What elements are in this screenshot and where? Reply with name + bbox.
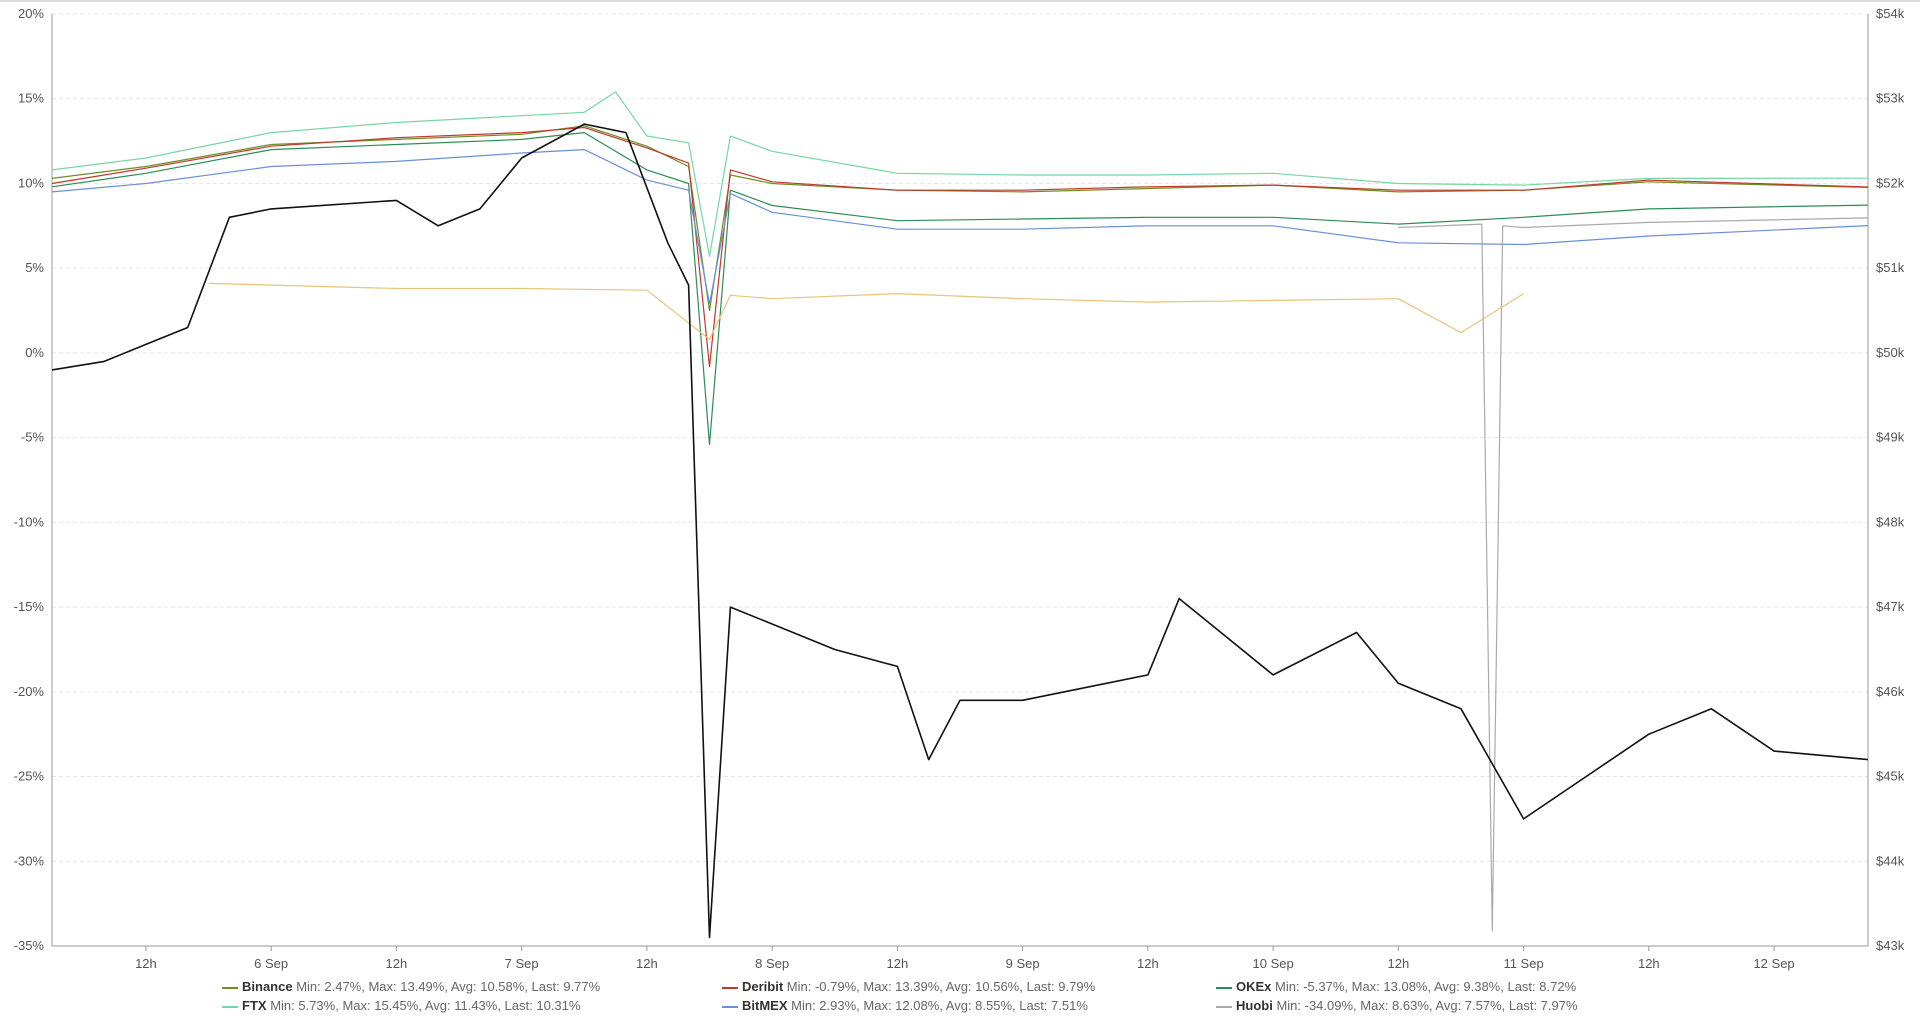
legend-swatch (722, 1005, 738, 1008)
x-tick-label: 11 Sep (1503, 956, 1543, 971)
legend-swatch (722, 986, 738, 989)
legend-stats: Min: 5.73%, Max: 15.45%, Avg: 11.43%, La… (270, 998, 581, 1013)
x-tick-label: 7 Sep (505, 956, 539, 971)
legend-stats: Min: -34.09%, Max: 8.63%, Avg: 7.57%, La… (1276, 998, 1578, 1013)
legend-stats: Min: 2.93%, Max: 12.08%, Avg: 8.55%, Las… (791, 998, 1088, 1013)
legend-name: Huobi (1236, 998, 1273, 1013)
y-right-tick-label: $50k (1876, 345, 1905, 360)
legend-item-ftx[interactable]: FTX Min: 5.73%, Max: 15.45%, Avg: 11.43%… (222, 997, 580, 1015)
axis-labels: 20% 15% 10% 5% 0% -5% -10% -15% -20% -25% -30% -35%… (14, 6, 1905, 971)
series-line-deribit (51, 126, 1869, 368)
legend-name: BitMEX (742, 998, 788, 1013)
x-tick-label: 12h (1137, 956, 1159, 971)
legend-swatch (222, 986, 238, 989)
legend-name: Binance (242, 979, 293, 994)
y-left-tick-label: 10% (18, 175, 44, 190)
y-left-tick-label: 15% (18, 91, 44, 106)
x-tick-label: 12h (1387, 956, 1409, 971)
x-tick-label: 12h (636, 956, 658, 971)
y-right-tick-label: $48k (1876, 514, 1905, 529)
legend-name: Deribit (742, 979, 784, 994)
legend-name: FTX (242, 998, 267, 1013)
series-line-bitmex (51, 149, 1869, 305)
y-left-tick-label: -20% (14, 684, 45, 699)
legend: Binance Min: 2.47%, Max: 13.49%, Avg: 10… (0, 978, 1920, 1018)
legend-swatch (222, 1005, 238, 1008)
x-tick-label: 12h (386, 956, 408, 971)
legend-swatch (1216, 1005, 1232, 1008)
y-left-tick-label: -35% (14, 938, 45, 953)
series-line-6 (208, 282, 1524, 340)
series-line-huobi (1398, 217, 1869, 932)
x-tick-label: 12h (887, 956, 909, 971)
y-left-tick-label: -25% (14, 769, 45, 784)
y-left-tick-label: -15% (14, 599, 45, 614)
legend-stats: Min: -0.79%, Max: 13.39%, Avg: 10.56%, L… (786, 979, 1096, 994)
y-left-tick-label: -30% (14, 853, 45, 868)
x-tick-label: 12h (135, 956, 157, 971)
series-line-price (51, 123, 1869, 939)
y-left-tick-label: 5% (25, 260, 44, 275)
legend-item-okex[interactable]: OKEx Min: -5.37%, Max: 13.08%, Avg: 9.38… (1216, 978, 1576, 996)
y-left-tick-label: -5% (21, 430, 45, 445)
series-line-okex (51, 132, 1869, 445)
grid-lines (52, 13, 1868, 947)
x-tick-label: 9 Sep (1006, 956, 1040, 971)
y-right-tick-label: $54k (1876, 6, 1905, 21)
legend-item-deribit[interactable]: Deribit Min: -0.79%, Max: 13.39%, Avg: 1… (722, 978, 1095, 996)
legend-stats: Min: 2.47%, Max: 13.49%, Avg: 10.58%, La… (296, 979, 601, 994)
funding-chart: 20% 15% 10% 5% 0% -5% -10% -15% -20% -25% -30% -35%… (0, 0, 1920, 971)
x-tick-label: 10 Sep (1253, 956, 1294, 971)
legend-item-huobi[interactable]: Huobi Min: -34.09%, Max: 8.63%, Avg: 7.5… (1216, 997, 1578, 1015)
y-left-tick-label: 20% (18, 6, 44, 21)
x-tick-label: 12 Sep (1753, 956, 1794, 971)
axes (0, 0, 1920, 951)
y-right-tick-label: $51k (1876, 260, 1905, 275)
y-right-tick-label: $43k (1876, 938, 1905, 953)
y-right-tick-label: $52k (1876, 175, 1905, 190)
y-right-tick-label: $44k (1876, 853, 1905, 868)
y-right-tick-label: $47k (1876, 599, 1905, 614)
legend-swatch (1216, 986, 1232, 989)
legend-item-binance[interactable]: Binance Min: 2.47%, Max: 13.49%, Avg: 10… (222, 978, 600, 996)
x-tick-label: 6 Sep (254, 956, 288, 971)
series-line-ftx (51, 91, 1869, 257)
y-right-tick-label: $49k (1876, 430, 1905, 445)
series-line-binance (51, 125, 1869, 312)
x-tick-label: 8 Sep (755, 956, 789, 971)
y-left-tick-label: 0% (25, 345, 44, 360)
y-right-tick-label: $46k (1876, 684, 1905, 699)
legend-stats: Min: -5.37%, Max: 13.08%, Avg: 9.38%, La… (1275, 979, 1577, 994)
y-right-tick-label: $45k (1876, 769, 1905, 784)
x-tick-label: 12h (1638, 956, 1660, 971)
legend-item-bitmex[interactable]: BitMEX Min: 2.93%, Max: 12.08%, Avg: 8.5… (722, 997, 1088, 1015)
legend-name: OKEx (1236, 979, 1272, 994)
series-group (51, 91, 1869, 939)
y-right-tick-label: $53k (1876, 91, 1905, 106)
y-left-tick-label: -10% (14, 514, 45, 529)
